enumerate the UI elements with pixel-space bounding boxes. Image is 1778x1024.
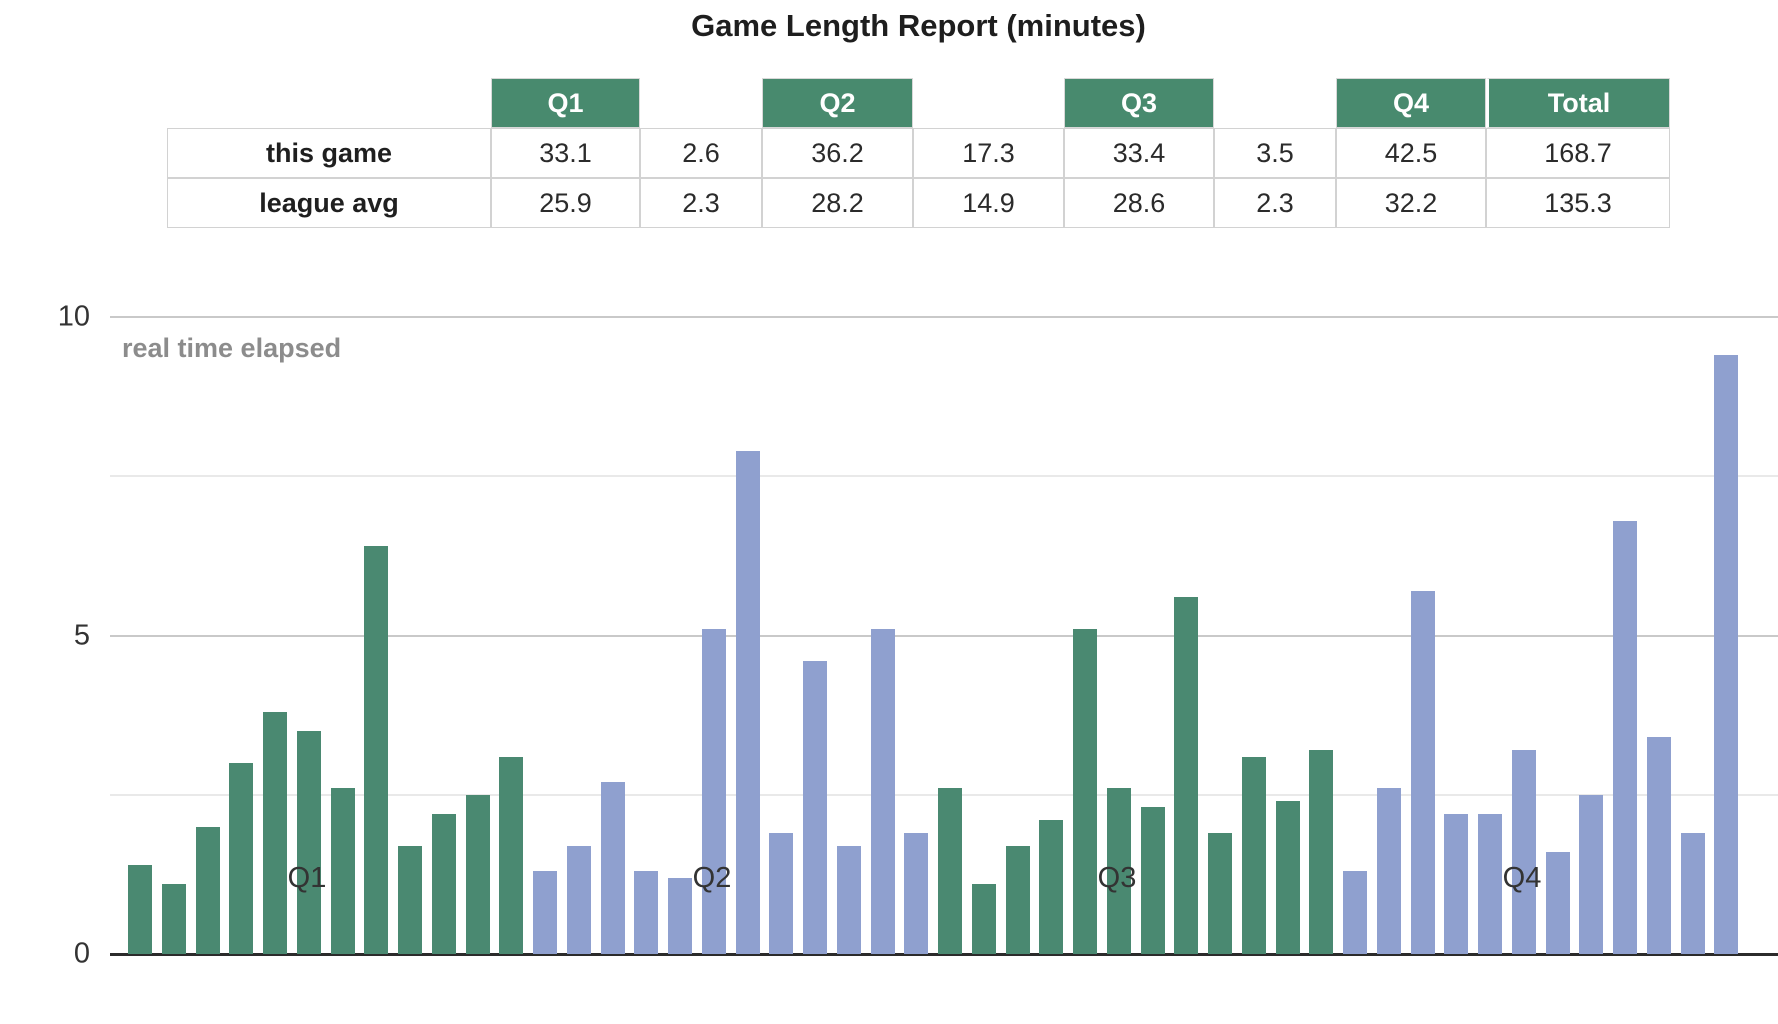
table-value: 17.3 [913,128,1064,178]
x-axis-label-q3: Q3 [1097,862,1137,894]
y-tick-label-0: 0 [73,937,90,970]
gridline-10 [110,316,1778,318]
bar-q2-1 [533,871,557,954]
summary-table: Q1 Q2 Q3 Q4 Total this game 33.1 2.6 36.2 17.3 33.… [167,78,1670,228]
y-tick-label-5: 5 [73,619,90,651]
bar-q3-5 [1073,629,1097,954]
bar-q2-7 [735,450,760,954]
bar-q2-4 [634,871,659,954]
bar-q4-11 [1680,832,1705,954]
bar-q2-3 [600,782,625,954]
bar-q4-3 [1410,590,1435,954]
bar-q1-3 [195,826,220,954]
bar-q1-1 [128,864,152,954]
column-header-q1: Q1 [491,78,640,128]
bar-q3-10 [1241,756,1266,954]
table-value: 135.3 [1486,178,1670,228]
bar-q3-8 [1174,597,1199,954]
table-value: 2.3 [640,178,762,228]
column-header-empty [1214,78,1336,128]
bar-q2-9 [803,660,827,954]
bar-q2-6 [701,629,726,954]
bar-q2-5 [668,877,692,954]
table-value: 25.9 [491,178,640,228]
bar-q2-12 [904,832,929,954]
table-value: 28.2 [762,178,913,228]
bar-q3-12 [1309,750,1334,954]
bar-q1-8 [364,546,389,954]
bar-q3-3 [1005,845,1030,954]
table-value: 28.6 [1064,178,1214,228]
x-axis-label-q2: Q2 [692,862,732,894]
bar-q1-12 [499,756,524,954]
column-header-q3: Q3 [1064,78,1214,128]
column-header-q2: Q2 [762,78,913,128]
bar-q3-7 [1140,807,1165,954]
bar-q1-4 [229,762,254,954]
bar-q4-2 [1376,788,1401,954]
series-label: real time elapsed [122,333,342,363]
table-value: 32.2 [1336,178,1486,228]
table-value: 2.3 [1214,178,1336,228]
bar-q4-6 [1511,750,1536,954]
gridline-5 [110,634,1778,637]
bar-q3-2 [971,883,996,954]
bar-q1-10 [431,813,456,954]
table-value: 33.1 [491,128,640,178]
bar-q2-10 [836,845,861,954]
table-value: 3.5 [1214,128,1336,178]
column-header-empty [167,78,491,128]
bar-q3-9 [1208,832,1232,954]
bar-q4-9 [1613,520,1637,954]
bar-q3-6 [1106,788,1131,954]
bar-q4-7 [1545,852,1570,954]
table-value: 36.2 [762,128,913,178]
bar-q4-8 [1579,794,1604,954]
y-tick-label-10: 10 [57,300,90,333]
bar-q2-11 [870,629,895,954]
bar-q4-4 [1444,813,1469,954]
bar-q3-4 [1039,820,1064,954]
column-header-total: Total [1486,78,1670,128]
table-value: 2.6 [640,128,762,178]
table-value: 168.7 [1486,128,1670,178]
bar-q1-7 [330,788,355,954]
table-value: 33.4 [1064,128,1214,178]
bar-q4-5 [1478,813,1502,954]
bar-q1-6 [296,731,321,954]
table-value: 42.5 [1336,128,1486,178]
bar-q1-9 [398,845,422,954]
bar-q2-2 [566,845,591,954]
bar-q3-11 [1275,801,1300,954]
bar-q4-12 [1714,355,1739,954]
x-axis-line [110,953,1778,956]
column-header-empty [640,78,762,128]
row-label-league-avg: league avg [167,178,491,228]
row-label-this-game: this game [167,128,491,178]
bar-q4-1 [1343,871,1367,954]
bar-q1-5 [263,711,287,954]
column-header-empty [913,78,1064,128]
bar-q3-1 [938,788,962,954]
x-axis-label-q4: Q4 [1502,862,1542,894]
page-title: Game Length Report (minutes) [691,8,1146,43]
bar-q1-2 [161,883,186,954]
bar-q4-10 [1646,737,1671,954]
bar-q1-11 [465,794,490,954]
x-axis-label-q1: Q1 [287,862,327,894]
bar-q2-8 [769,832,794,954]
column-header-q4: Q4 [1336,78,1486,128]
table-value: 14.9 [913,178,1064,228]
gridline-7.5 [110,475,1778,478]
